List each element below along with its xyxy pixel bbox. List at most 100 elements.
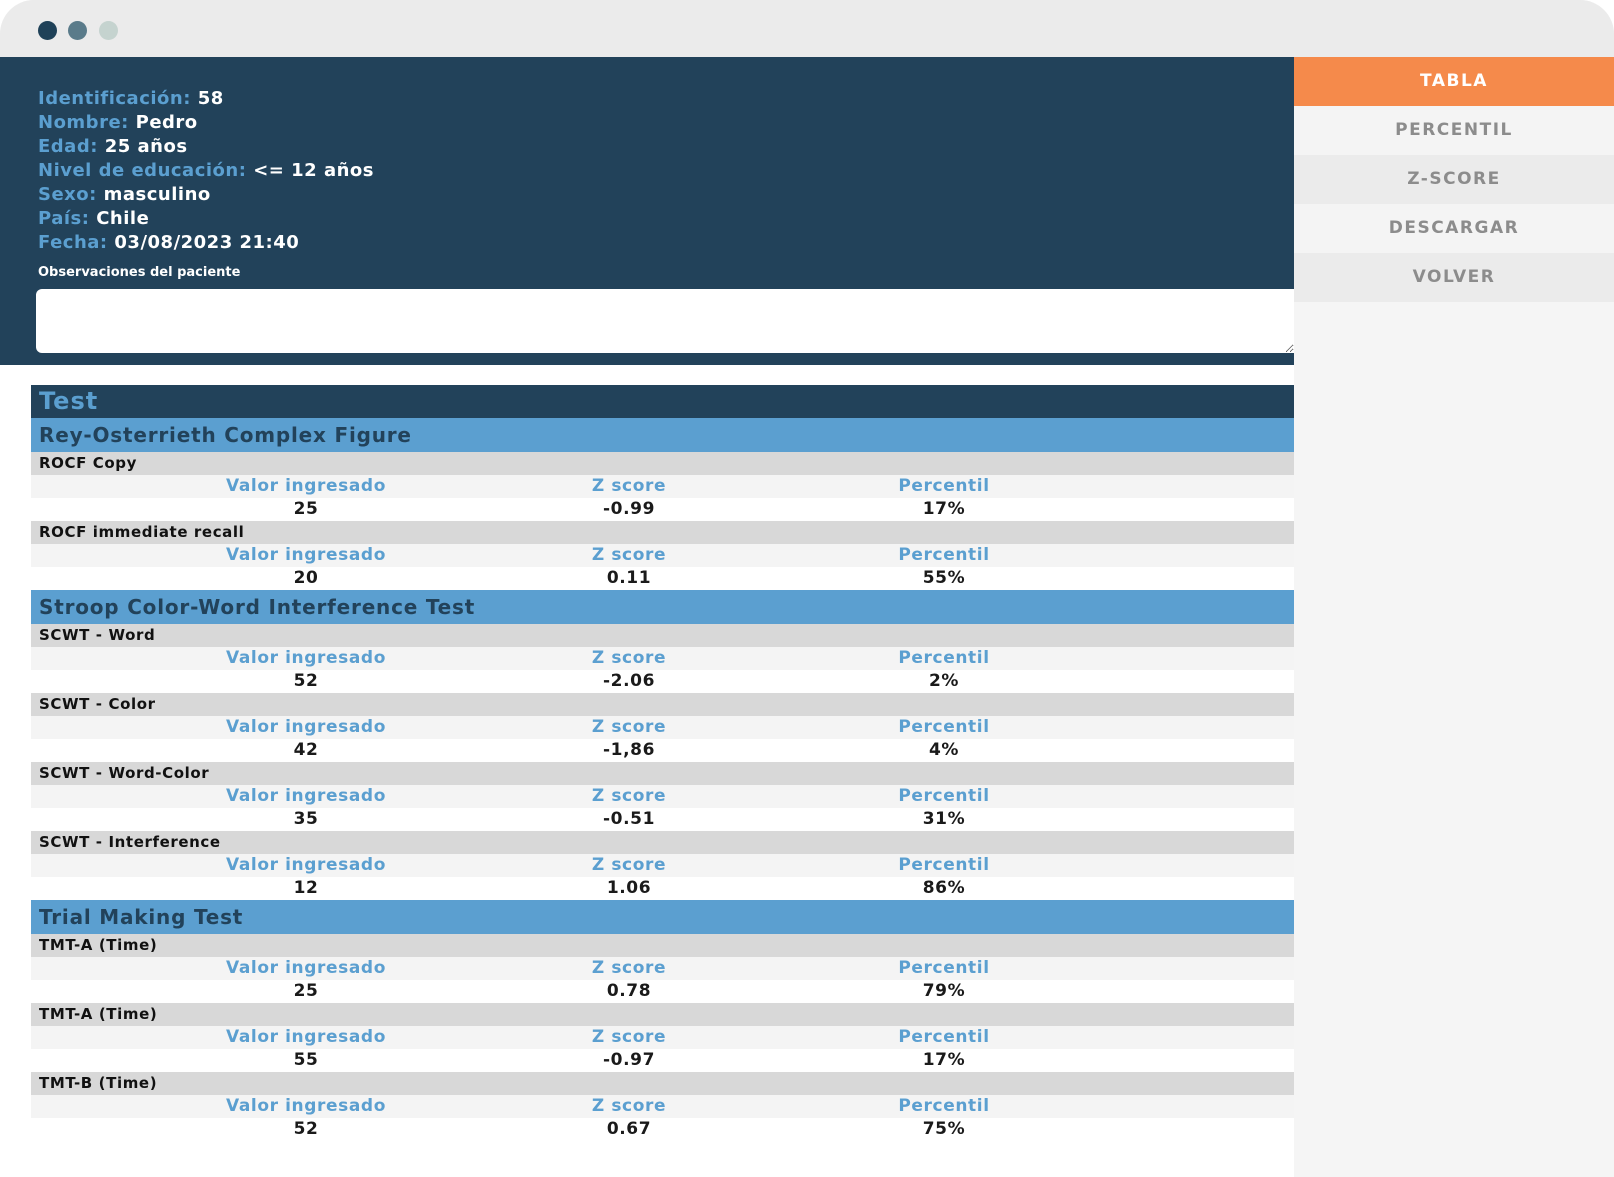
window-close-dot[interactable] (38, 21, 57, 40)
label-valor-ingresado: Valor ingresado (226, 476, 386, 496)
label-z-score: Z score (591, 1027, 667, 1047)
column-label-row: Valor ingresado Z score Percentil (31, 785, 1294, 808)
column-label-row: Valor ingresado Z score Percentil (31, 716, 1294, 739)
test-section-header: Rey-Osterrieth Complex Figure (31, 418, 1294, 452)
patient-sex: Sexo: masculino (38, 184, 211, 205)
label-valor-ingresado: Valor ingresado (226, 786, 386, 806)
observations-field[interactable] (36, 289, 1294, 353)
subtest-name: SCWT - Interference (31, 831, 1294, 854)
patient-date: Fecha: 03/08/2023 21:40 (38, 232, 300, 253)
label-percentil: Percentil (898, 855, 990, 875)
column-label-row: Valor ingresado Z score Percentil (31, 544, 1294, 567)
test-section-header: Stroop Color-Word Interference Test (31, 590, 1294, 624)
label-valor-ingresado: Valor ingresado (226, 717, 386, 737)
results-table: Test Rey-Osterrieth Complex Figure ROCF C… (31, 385, 1294, 1141)
label-valor-ingresado: Valor ingresado (226, 958, 386, 978)
label-z-score: Z score (591, 476, 667, 496)
entered-value: 52 (293, 1119, 319, 1139)
test-section-header: Trial Making Test (31, 900, 1294, 934)
subtest-name: ROCF Copy (31, 452, 1294, 475)
percentile-value: 79% (922, 981, 966, 1001)
z-score-value: -0.51 (603, 809, 655, 829)
z-score-value: -0.97 (603, 1050, 655, 1070)
percentile-value: 75% (922, 1119, 966, 1139)
value-row: 20 0.11 55% (31, 567, 1294, 590)
patient-id: Identificación: 58 (38, 88, 224, 109)
nav-percentil-button[interactable]: PERCENTIL (1294, 106, 1614, 155)
percentile-value: 86% (922, 878, 966, 898)
label-percentil: Percentil (898, 1096, 990, 1116)
table-title: Test (31, 385, 1294, 418)
nav-tabla-button[interactable]: TABLA (1294, 57, 1614, 106)
patient-info: Identificación: 58 Nombre: Pedro Edad: 2… (38, 87, 374, 255)
value-row: 35 -0.51 31% (31, 808, 1294, 831)
patient-age: Edad: 25 años (38, 136, 188, 157)
value-row: 42 -1,86 4% (31, 739, 1294, 762)
label-z-score: Z score (591, 545, 667, 565)
label-percentil: Percentil (898, 648, 990, 668)
label-percentil: Percentil (898, 1027, 990, 1047)
subtest-name: TMT-A (Time) (31, 1003, 1294, 1026)
entered-value: 52 (293, 671, 319, 691)
patient-name: Nombre: Pedro (38, 112, 198, 133)
z-score-value: -1,86 (603, 740, 655, 760)
sidebar-nav: TABLA PERCENTIL Z-SCORE DESCARGAR VOLVER (1294, 57, 1614, 1177)
column-label-row: Valor ingresado Z score Percentil (31, 854, 1294, 877)
entered-value: 20 (293, 568, 319, 588)
entered-value: 42 (293, 740, 319, 760)
value-row: 25 0.78 79% (31, 980, 1294, 1003)
value-row: 12 1.06 86% (31, 877, 1294, 900)
patient-education: Nivel de educación: <= 12 años (38, 160, 374, 181)
percentile-value: 2% (928, 671, 960, 691)
entered-value: 25 (293, 981, 319, 1001)
observations-label: Observaciones del paciente (38, 265, 241, 280)
label-z-score: Z score (591, 1096, 667, 1116)
nav-volver-button[interactable]: VOLVER (1294, 253, 1614, 302)
z-score-value: 0.11 (606, 568, 652, 588)
percentile-value: 17% (922, 499, 966, 519)
z-score-value: 0.78 (606, 981, 652, 1001)
label-z-score: Z score (591, 648, 667, 668)
column-label-row: Valor ingresado Z score Percentil (31, 1095, 1294, 1118)
label-percentil: Percentil (898, 958, 990, 978)
column-label-row: Valor ingresado Z score Percentil (31, 957, 1294, 980)
z-score-value: -2.06 (603, 671, 655, 691)
window-minimize-dot[interactable] (68, 21, 87, 40)
label-z-score: Z score (591, 717, 667, 737)
value-row: 52 -2.06 2% (31, 670, 1294, 693)
percentile-value: 17% (922, 1050, 966, 1070)
subtest-name: ROCF immediate recall (31, 521, 1294, 544)
z-score-value: 1.06 (606, 878, 652, 898)
entered-value: 12 (293, 878, 319, 898)
nav-zscore-button[interactable]: Z-SCORE (1294, 155, 1614, 204)
label-valor-ingresado: Valor ingresado (226, 1096, 386, 1116)
subtest-name: SCWT - Word (31, 624, 1294, 647)
window-titlebar (0, 0, 1614, 57)
percentile-value: 31% (922, 809, 966, 829)
label-percentil: Percentil (898, 545, 990, 565)
entered-value: 25 (293, 499, 319, 519)
patient-header: Identificación: 58 Nombre: Pedro Edad: 2… (0, 57, 1294, 365)
percentile-value: 4% (928, 740, 960, 760)
z-score-value: 0.67 (606, 1119, 652, 1139)
label-valor-ingresado: Valor ingresado (226, 855, 386, 875)
column-label-row: Valor ingresado Z score Percentil (31, 1026, 1294, 1049)
window-maximize-dot[interactable] (99, 21, 118, 40)
value-row: 25 -0.99 17% (31, 498, 1294, 521)
nav-descargar-button[interactable]: DESCARGAR (1294, 204, 1614, 253)
label-valor-ingresado: Valor ingresado (226, 1027, 386, 1047)
value-row: 55 -0.97 17% (31, 1049, 1294, 1072)
label-z-score: Z score (591, 958, 667, 978)
subtest-name: TMT-A (Time) (31, 934, 1294, 957)
label-percentil: Percentil (898, 786, 990, 806)
label-z-score: Z score (591, 855, 667, 875)
entered-value: 35 (293, 809, 319, 829)
label-valor-ingresado: Valor ingresado (226, 648, 386, 668)
column-label-row: Valor ingresado Z score Percentil (31, 475, 1294, 498)
patient-country: País: Chile (38, 208, 150, 229)
column-label-row: Valor ingresado Z score Percentil (31, 647, 1294, 670)
subtest-name: SCWT - Word-Color (31, 762, 1294, 785)
z-score-value: -0.99 (603, 499, 655, 519)
subtest-name: SCWT - Color (31, 693, 1294, 716)
